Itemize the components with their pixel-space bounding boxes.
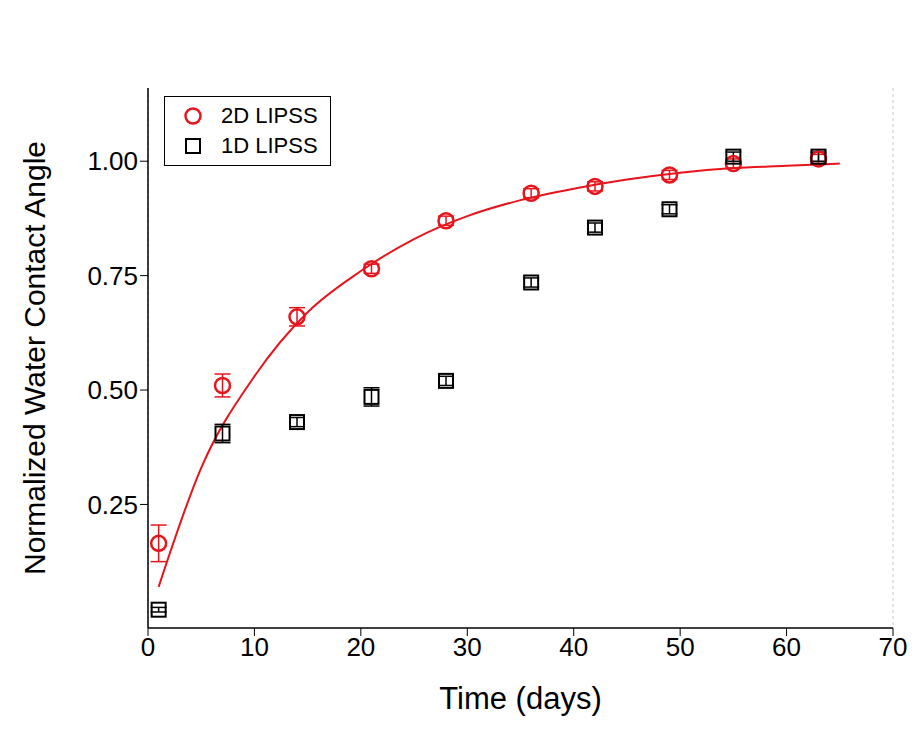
svg-text:30: 30 <box>453 632 482 662</box>
svg-text:1.00: 1.00 <box>87 146 138 176</box>
svg-text:0.50: 0.50 <box>87 375 138 405</box>
html-text:1D LIPSS: 1D LIPSS <box>221 133 318 158</box>
svg-text:Normalized Water Contact Angle: Normalized Water Contact Angle <box>18 141 51 575</box>
svg-text:40: 40 <box>559 632 588 662</box>
svg-text:0: 0 <box>141 632 155 662</box>
svg-text:10: 10 <box>240 632 269 662</box>
svg-text:50: 50 <box>666 632 695 662</box>
svg-text:60: 60 <box>772 632 801 662</box>
svg-text:Time (days): Time (days) <box>439 681 601 716</box>
html-text:2D LIPSS: 2D LIPSS <box>221 103 318 128</box>
svg-text:70: 70 <box>879 632 908 662</box>
svg-text:0.75: 0.75 <box>87 261 138 291</box>
svg-text:0.25: 0.25 <box>87 490 138 520</box>
svg-text:20: 20 <box>346 632 375 662</box>
